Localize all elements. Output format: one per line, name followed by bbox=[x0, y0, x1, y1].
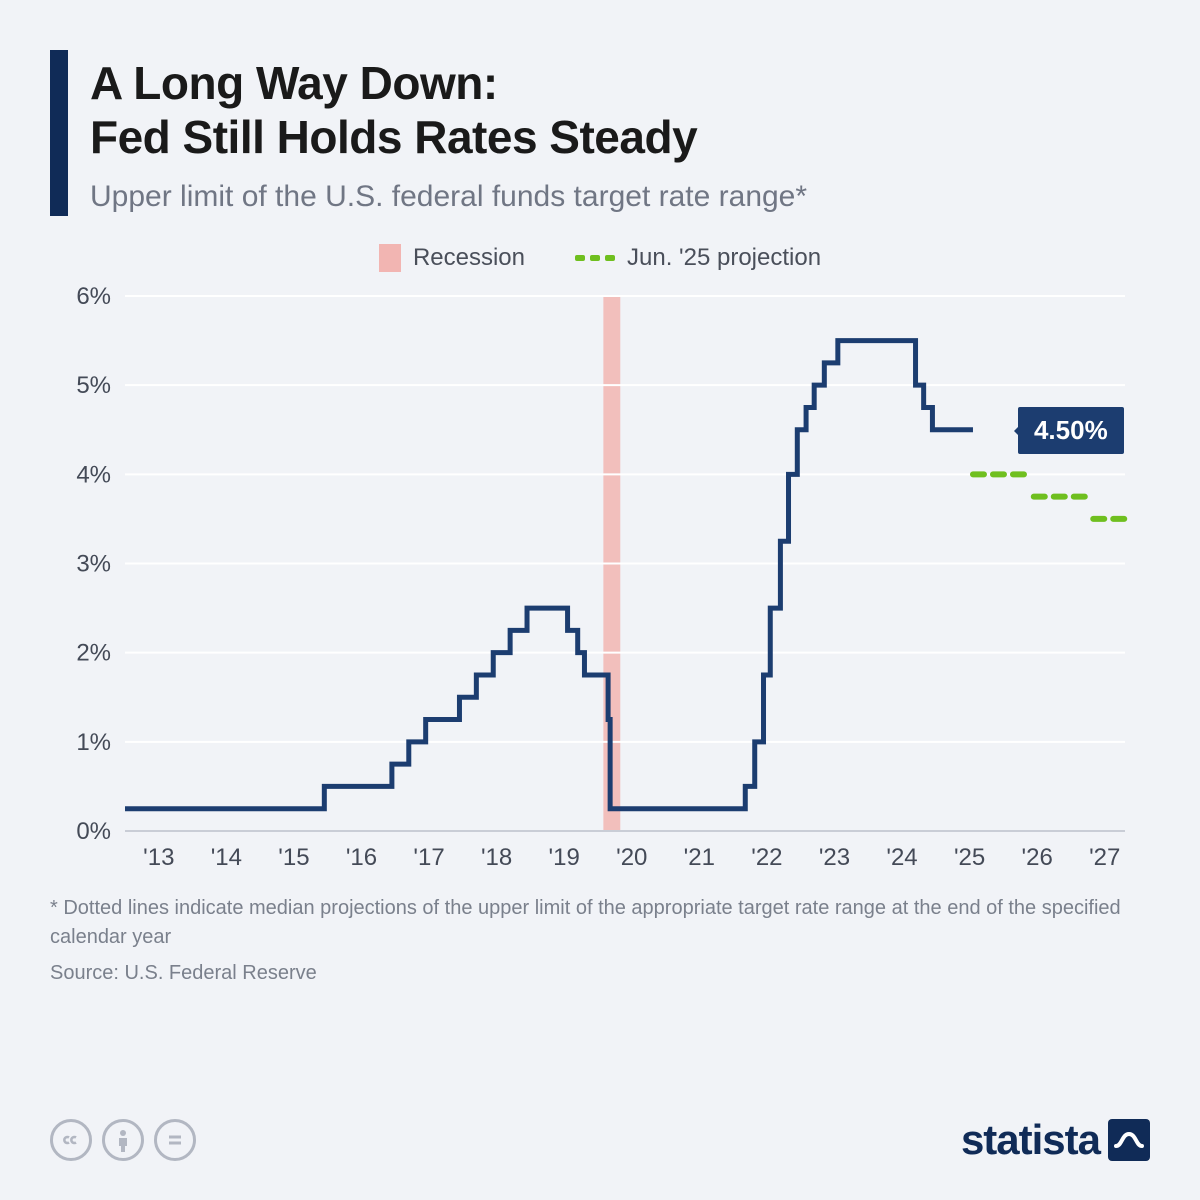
svg-text:'25: '25 bbox=[954, 844, 985, 871]
header-accent-bar bbox=[50, 50, 68, 216]
svg-text:'14: '14 bbox=[211, 844, 242, 871]
svg-text:1%: 1% bbox=[76, 728, 111, 755]
svg-text:'27: '27 bbox=[1089, 844, 1120, 871]
svg-text:'20: '20 bbox=[616, 844, 647, 871]
recession-swatch bbox=[379, 244, 401, 272]
legend-recession-label: Recession bbox=[413, 244, 525, 272]
svg-text:5%: 5% bbox=[76, 372, 111, 399]
header: A Long Way Down: Fed Still Holds Rates S… bbox=[50, 50, 1150, 216]
svg-text:0%: 0% bbox=[76, 818, 111, 845]
current-rate-callout: 4.50% bbox=[1018, 407, 1124, 454]
svg-text:'23: '23 bbox=[819, 844, 850, 871]
chart-container: 0% 1% 2% 3% 4% 5% 6% '13 '14 '15 '16 '17 '18 '19 '20 '2… bbox=[50, 286, 1150, 876]
legend-recession: Recession bbox=[379, 244, 525, 272]
legend-projection-label: Jun. '25 projection bbox=[627, 244, 821, 272]
header-text: A Long Way Down: Fed Still Holds Rates S… bbox=[90, 50, 807, 216]
projection-swatch bbox=[575, 255, 615, 261]
fed-rate-chart: 0% 1% 2% 3% 4% 5% 6% '13 '14 '15 '16 '17 '18 '19 '20 '2… bbox=[50, 286, 1130, 876]
svg-text:'26: '26 bbox=[1022, 844, 1053, 871]
source-line: Source: U.S. Federal Reserve bbox=[50, 962, 1150, 985]
svg-text:'22: '22 bbox=[751, 844, 782, 871]
title-line-1: A Long Way Down: bbox=[90, 57, 498, 109]
svg-text:3%: 3% bbox=[76, 550, 111, 577]
svg-text:4%: 4% bbox=[76, 461, 111, 488]
by-icon bbox=[102, 1119, 144, 1161]
svg-text:'16: '16 bbox=[346, 844, 377, 871]
chart-legend: Recession Jun. '25 projection bbox=[50, 244, 1150, 272]
title-line-2: Fed Still Holds Rates Steady bbox=[90, 111, 697, 163]
svg-text:6%: 6% bbox=[76, 286, 111, 310]
statista-wordmark: statista bbox=[961, 1116, 1100, 1164]
svg-text:'24: '24 bbox=[886, 844, 917, 871]
nd-icon bbox=[154, 1119, 196, 1161]
svg-text:'19: '19 bbox=[549, 844, 580, 871]
statista-logo: statista bbox=[961, 1116, 1150, 1164]
svg-text:'17: '17 bbox=[413, 844, 444, 871]
cc-icon bbox=[50, 1119, 92, 1161]
svg-text:'15: '15 bbox=[278, 844, 309, 871]
footnote: * Dotted lines indicate median projectio… bbox=[50, 894, 1150, 952]
page-title: A Long Way Down: Fed Still Holds Rates S… bbox=[90, 56, 807, 165]
statista-wave-icon bbox=[1108, 1119, 1150, 1161]
svg-text:'18: '18 bbox=[481, 844, 512, 871]
legend-projection: Jun. '25 projection bbox=[575, 244, 821, 272]
svg-text:'21: '21 bbox=[684, 844, 715, 871]
svg-text:'13: '13 bbox=[143, 844, 174, 871]
cc-license-icons bbox=[50, 1119, 196, 1161]
callout-value: 4.50% bbox=[1034, 415, 1108, 445]
svg-text:2%: 2% bbox=[76, 639, 111, 666]
footer: statista bbox=[50, 1116, 1150, 1164]
page-subtitle: Upper limit of the U.S. federal funds ta… bbox=[90, 177, 807, 216]
